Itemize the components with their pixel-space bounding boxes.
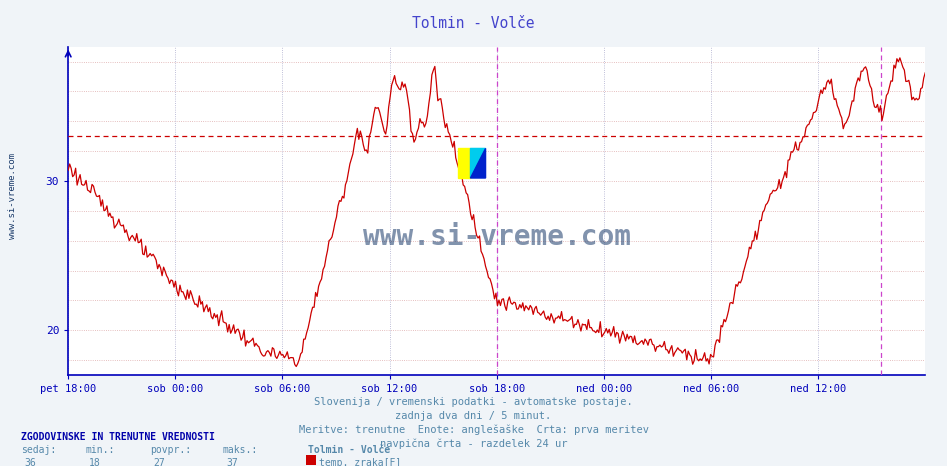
Text: 37: 37 bbox=[226, 458, 238, 466]
Text: 27: 27 bbox=[153, 458, 165, 466]
Text: www.si-vreme.com: www.si-vreme.com bbox=[8, 153, 17, 239]
Text: Slovenija / vremenski podatki - avtomatske postaje.: Slovenija / vremenski podatki - avtomats… bbox=[314, 397, 633, 407]
Text: zadnja dva dni / 5 minut.: zadnja dva dni / 5 minut. bbox=[396, 411, 551, 421]
Bar bbox=[458, 149, 471, 178]
Text: 18: 18 bbox=[89, 458, 100, 466]
Text: Meritve: trenutne  Enote: anglešaške  Crta: prva meritev: Meritve: trenutne Enote: anglešaške Crta… bbox=[298, 425, 649, 436]
Text: ZGODOVINSKE IN TRENUTNE VREDNOSTI: ZGODOVINSKE IN TRENUTNE VREDNOSTI bbox=[21, 432, 215, 442]
Polygon shape bbox=[471, 149, 486, 178]
Text: sedaj:: sedaj: bbox=[21, 445, 56, 455]
Text: navpična črta - razdelek 24 ur: navpična črta - razdelek 24 ur bbox=[380, 439, 567, 450]
Text: min.:: min.: bbox=[85, 445, 115, 455]
Text: povpr.:: povpr.: bbox=[150, 445, 190, 455]
Text: Tolmin - Volče: Tolmin - Volče bbox=[412, 16, 535, 31]
Text: Tolmin - Volče: Tolmin - Volče bbox=[308, 445, 390, 455]
Text: www.si-vreme.com: www.si-vreme.com bbox=[363, 223, 631, 251]
Text: temp. zraka[F]: temp. zraka[F] bbox=[319, 458, 402, 466]
Polygon shape bbox=[471, 149, 486, 178]
Text: maks.:: maks.: bbox=[223, 445, 258, 455]
Text: 36: 36 bbox=[25, 458, 36, 466]
